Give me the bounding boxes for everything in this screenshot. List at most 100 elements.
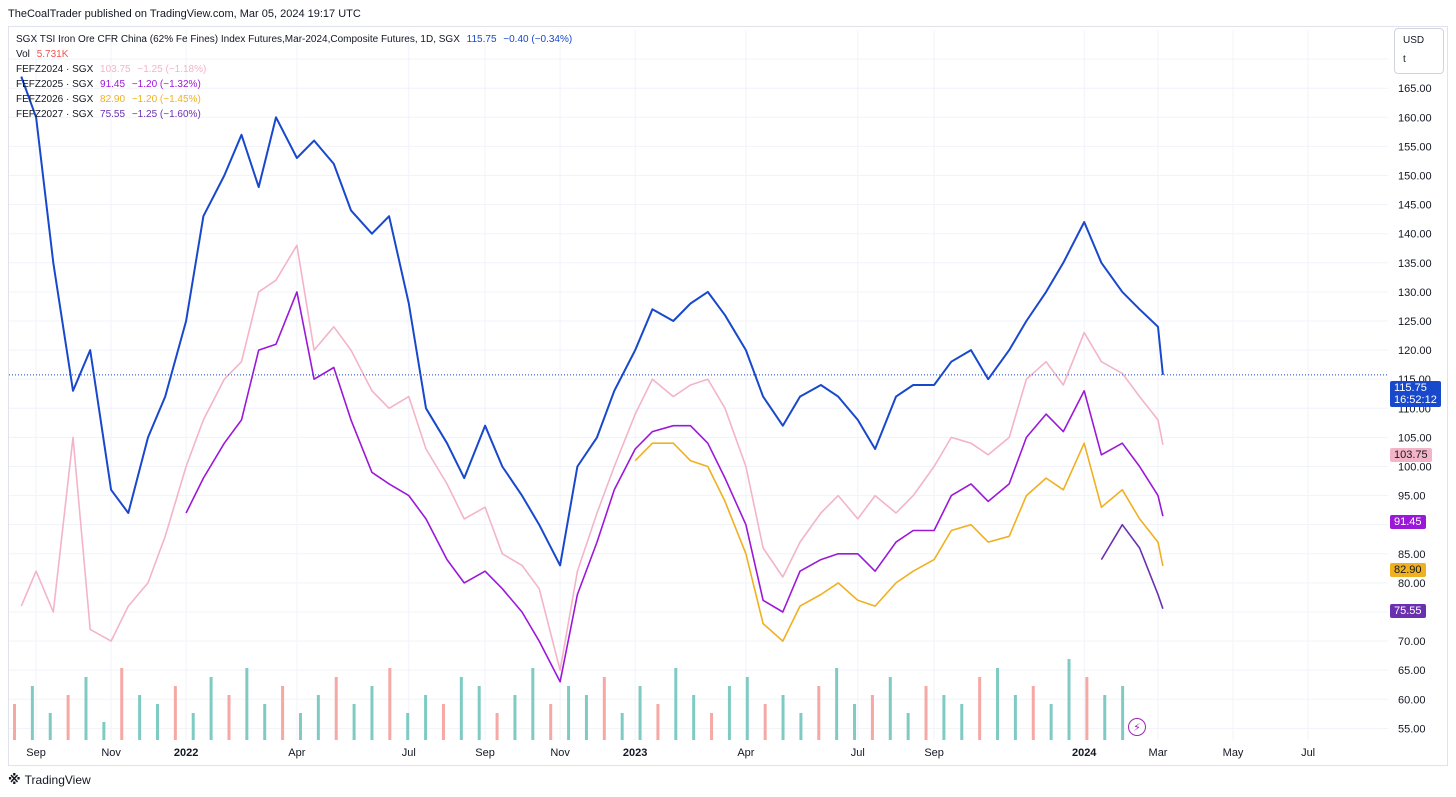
legend-row-name: FEFZ2026 · SGX xyxy=(16,94,94,105)
volume-bar xyxy=(281,686,285,740)
y-tick-label: 125.00 xyxy=(1398,316,1432,328)
volume-bar xyxy=(817,686,821,740)
legend-fefz2026[interactable]: FEFZ2026 · SGX 82.90 −1.20 (−1.45%) xyxy=(16,92,576,107)
volume-bar xyxy=(13,704,16,740)
x-tick-label: Jul xyxy=(1301,747,1315,759)
volume-bar xyxy=(942,695,946,740)
legend-main[interactable]: SGX TSI Iron Ore CFR China (62% Fe Fines… xyxy=(16,32,576,47)
legend-fefz2024[interactable]: FEFZ2024 · SGX 103.75 −1.25 (−1.18%) xyxy=(16,62,576,77)
lightning-icon[interactable]: ⚡ xyxy=(1128,718,1146,736)
legend-fefz2027[interactable]: FEFZ2027 · SGX 75.55 −1.25 (−1.60%) xyxy=(16,107,576,122)
volume-bar xyxy=(996,668,1000,740)
x-tick-label: May xyxy=(1223,747,1244,759)
volume-bar xyxy=(316,695,320,740)
y-tick-label: 150.00 xyxy=(1398,170,1432,182)
price-tag-main-value: 115.75 xyxy=(1394,382,1427,394)
x-tick-label: Jul xyxy=(402,747,416,759)
series-line xyxy=(634,442,1164,642)
x-tick-label: Jul xyxy=(851,747,865,759)
series-line xyxy=(20,244,1164,671)
volume-bar xyxy=(567,686,571,740)
volume-bar xyxy=(1049,704,1053,740)
unit-label: t xyxy=(1403,54,1406,65)
price-tag-countdown: 16:52:12 xyxy=(1394,394,1437,406)
volume-bar xyxy=(656,704,660,740)
y-tick-label: 95.00 xyxy=(1398,491,1426,503)
volume-bar xyxy=(495,713,499,740)
legend-main-name: SGX TSI Iron Ore CFR China (62% Fe Fines… xyxy=(16,34,460,45)
x-tick-label: Apr xyxy=(737,747,754,759)
volume-bar xyxy=(298,713,302,740)
currency-unit-selector[interactable]: USD t xyxy=(1394,28,1444,74)
y-tick-label: 165.00 xyxy=(1398,83,1432,95)
price-tag-fefz2026: 82.90 xyxy=(1390,563,1426,577)
legend-row-change: −1.25 (−1.18%) xyxy=(137,64,207,75)
volume-bar xyxy=(745,677,749,740)
currency-label: USD xyxy=(1403,35,1425,46)
volume-bar xyxy=(1085,677,1089,740)
price-tag-fefz2024: 103.75 xyxy=(1390,448,1432,462)
legend-row-value: 75.55 xyxy=(100,109,126,120)
volume-bar xyxy=(727,686,731,740)
volume-bar xyxy=(191,713,195,740)
volume-bar xyxy=(692,695,696,740)
volume-bar xyxy=(710,713,714,740)
volume-bar xyxy=(459,677,463,740)
y-tick-label: 100.00 xyxy=(1398,461,1432,473)
volume-bar xyxy=(138,695,142,740)
legend-row-name: FEFZ2024 · SGX xyxy=(16,64,94,75)
series-line xyxy=(20,76,1164,567)
legend-row-value: 91.45 xyxy=(100,79,126,90)
volume-bar xyxy=(1103,695,1107,740)
x-tick-label: Sep xyxy=(924,747,944,759)
price-tag-main: 115.75 16:52:12 xyxy=(1390,381,1441,407)
volume-bar xyxy=(853,704,857,740)
y-tick-label: 155.00 xyxy=(1398,141,1432,153)
volume-bar xyxy=(584,695,588,740)
legend-row-value: 82.90 xyxy=(100,94,126,105)
volume-bar xyxy=(352,704,356,740)
volume-bar xyxy=(978,677,982,740)
volume-bar xyxy=(334,677,338,740)
legend-row-change: −1.20 (−1.32%) xyxy=(131,79,201,90)
volume-bar xyxy=(1013,695,1017,740)
y-tick-label: 65.00 xyxy=(1398,665,1426,677)
volume-bar xyxy=(620,713,624,740)
x-tick-label: Mar xyxy=(1149,747,1168,759)
y-tick-label: 130.00 xyxy=(1398,287,1432,299)
legend-volume[interactable]: Vol 5.731K xyxy=(16,47,576,62)
volume-bar xyxy=(960,704,964,740)
volume-bar xyxy=(84,677,88,740)
legend-row-name: FEFZ2025 · SGX xyxy=(16,79,94,90)
x-tick-label: Sep xyxy=(26,747,46,759)
volume-bar xyxy=(155,704,159,740)
volume-bar xyxy=(799,713,803,740)
volume-bar xyxy=(924,686,928,740)
y-tick-label: 145.00 xyxy=(1398,200,1432,212)
y-tick-label: 105.00 xyxy=(1398,432,1432,444)
volume-bar xyxy=(888,677,892,740)
volume-bar xyxy=(602,677,606,740)
volume-bar xyxy=(674,668,678,740)
y-tick-label: 120.00 xyxy=(1398,345,1432,357)
x-tick-label: Sep xyxy=(475,747,495,759)
volume-bar xyxy=(531,668,535,740)
volume-bar xyxy=(227,695,231,740)
volume-bar xyxy=(477,686,481,740)
volume-bar xyxy=(30,686,34,740)
volume-bar xyxy=(870,695,874,740)
volume-bar xyxy=(263,704,267,740)
y-tick-label: 85.00 xyxy=(1398,549,1426,561)
volume-bar xyxy=(102,722,106,740)
tradingview-logo[interactable]: ※ TradingView xyxy=(8,772,91,788)
volume-bar xyxy=(424,695,428,740)
volume-bar xyxy=(406,713,410,740)
volume-bar xyxy=(66,695,70,740)
x-tick-label: Apr xyxy=(288,747,305,759)
legend-vol-label: Vol xyxy=(16,49,30,60)
published-header: TheCoalTrader published on TradingView.c… xyxy=(8,8,361,20)
legend-fefz2025[interactable]: FEFZ2025 · SGX 91.45 −1.20 (−1.32%) xyxy=(16,77,576,92)
volume-bar xyxy=(906,713,910,740)
legend-row-name: FEFZ2027 · SGX xyxy=(16,109,94,120)
series-line xyxy=(185,291,1164,683)
